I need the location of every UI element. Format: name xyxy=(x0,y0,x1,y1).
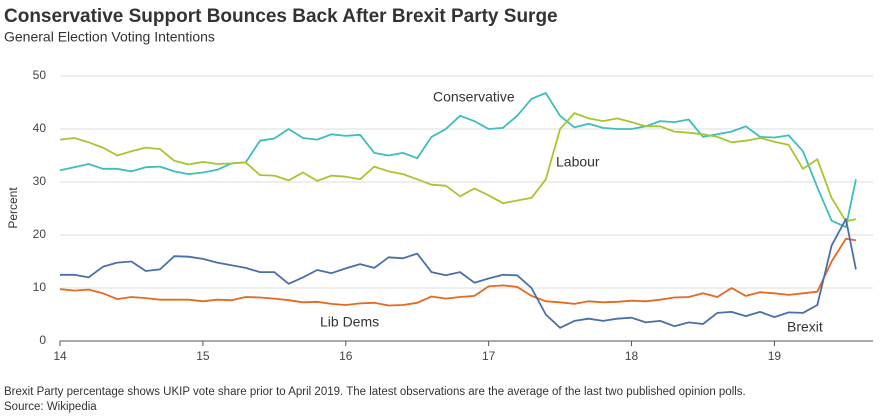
y-tick-label: 30 xyxy=(33,174,47,188)
series-label: Brexit xyxy=(787,319,823,335)
x-tick-label: 15 xyxy=(196,349,210,363)
x-tick-label: 14 xyxy=(53,349,67,363)
y-tick-label: 50 xyxy=(33,68,47,82)
footnote: Brexit Party percentage shows UKIP vote … xyxy=(4,386,746,398)
x-tick-label: 19 xyxy=(768,349,782,363)
series-line xyxy=(60,218,857,329)
series-line xyxy=(59,237,857,307)
series-line xyxy=(59,92,857,228)
y-tick-label: 40 xyxy=(33,121,47,135)
y-tick-label: 20 xyxy=(33,227,47,241)
series-label: Lib Dems xyxy=(320,314,379,330)
series-label: Labour xyxy=(556,154,600,170)
y-tick-label: 0 xyxy=(39,333,46,347)
series-label: Conservative xyxy=(433,89,515,105)
x-tick-label: 16 xyxy=(339,349,353,363)
y-tick-label: 10 xyxy=(33,280,47,294)
chart-title: Conservative Support Bounces Back After … xyxy=(4,6,558,27)
x-tick-label: 18 xyxy=(625,349,639,363)
series-line xyxy=(59,112,857,223)
y-axis-label: Percent xyxy=(6,187,20,229)
x-tick-label: 17 xyxy=(482,349,496,363)
source: Source: Wikipedia xyxy=(4,401,97,413)
chart-subtitle: General Election Voting Intentions xyxy=(4,29,215,45)
